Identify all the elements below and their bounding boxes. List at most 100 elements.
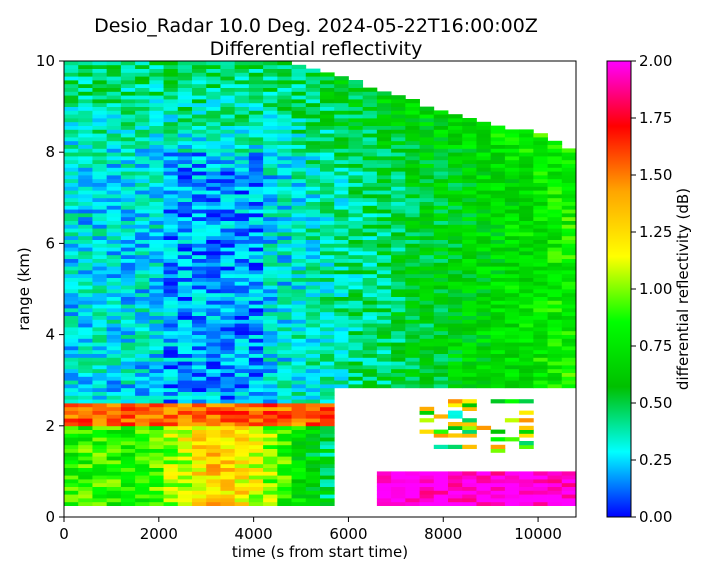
heatmap-cell — [120, 456, 136, 461]
heatmap-cell — [64, 178, 79, 183]
heatmap-cell — [547, 330, 563, 335]
heatmap-cell — [192, 323, 207, 328]
heatmap-cell — [391, 494, 406, 499]
heatmap-cell — [490, 232, 506, 237]
heatmap-cell — [376, 357, 392, 362]
heatmap-cell — [177, 118, 193, 123]
heatmap-cell — [391, 205, 406, 210]
heatmap-cell — [78, 452, 93, 457]
heatmap-cell — [561, 494, 576, 499]
heatmap-cell — [206, 277, 221, 282]
heatmap-cell — [163, 72, 179, 77]
heatmap-cell — [476, 167, 492, 172]
heatmap-cell — [348, 384, 364, 389]
heatmap-cell — [561, 353, 576, 358]
heatmap-cell — [149, 76, 164, 81]
heatmap-cell — [106, 463, 122, 468]
heatmap-cell — [206, 224, 221, 229]
heatmap-cell — [376, 110, 392, 115]
heatmap-cell — [519, 444, 534, 449]
heatmap-cell — [135, 243, 150, 248]
heatmap-cell — [120, 182, 136, 187]
heatmap-cell — [391, 194, 406, 199]
heatmap-cell — [533, 300, 548, 305]
heatmap-cell — [490, 148, 506, 153]
heatmap-cell — [320, 258, 335, 263]
heatmap-cell — [120, 201, 136, 206]
heatmap-cell — [120, 292, 136, 297]
heatmap-cell — [220, 99, 236, 104]
heatmap-cell — [177, 429, 193, 434]
heatmap-cell — [419, 190, 435, 195]
heatmap-cell — [120, 64, 136, 69]
heatmap-cell — [64, 72, 79, 77]
x-tick-label: 4000 — [235, 525, 273, 543]
heatmap-cell — [135, 247, 150, 252]
heatmap-cell — [192, 460, 207, 465]
heatmap-cell — [433, 281, 449, 286]
heatmap-cell — [163, 486, 179, 491]
heatmap-cell — [78, 125, 93, 130]
heatmap-cell — [220, 319, 236, 324]
heatmap-cell — [476, 479, 492, 484]
heatmap-cell — [92, 433, 108, 438]
heatmap-cell — [135, 414, 150, 419]
heatmap-cell — [391, 349, 406, 354]
colorbar-tick-label: 1.00 — [639, 280, 672, 298]
heatmap-cell — [92, 304, 108, 309]
heatmap-cell — [263, 281, 278, 286]
heatmap-cell — [92, 387, 108, 392]
heatmap-cell — [92, 232, 108, 237]
heatmap-cell — [519, 224, 534, 229]
heatmap-cell — [448, 178, 463, 183]
heatmap-cell — [64, 422, 79, 427]
heatmap-cell — [192, 384, 207, 389]
heatmap-cell — [433, 220, 449, 225]
heatmap-cell — [305, 171, 321, 176]
heatmap-cell — [220, 308, 236, 313]
heatmap-cell — [234, 194, 250, 199]
heatmap-cell — [277, 315, 292, 320]
heatmap-cell — [206, 197, 221, 202]
heatmap-cell — [64, 463, 79, 468]
heatmap-cell — [547, 209, 563, 214]
heatmap-cell — [64, 410, 79, 415]
heatmap-cell — [391, 342, 406, 347]
heatmap-cell — [405, 304, 420, 309]
heatmap-cell — [320, 334, 335, 339]
heatmap-cell — [391, 251, 406, 256]
heatmap-cell — [405, 285, 420, 290]
heatmap-cell — [519, 167, 534, 172]
heatmap-cell — [135, 121, 150, 126]
heatmap-cell — [547, 175, 563, 180]
heatmap-cell — [334, 209, 349, 214]
heatmap-cell — [419, 114, 435, 119]
heatmap-cell — [177, 201, 193, 206]
heatmap-cell — [78, 334, 93, 339]
heatmap-cell — [419, 251, 435, 256]
heatmap-cell — [220, 159, 236, 164]
heatmap-cell — [291, 235, 307, 240]
heatmap-cell — [391, 501, 406, 506]
heatmap-cell — [519, 156, 534, 161]
heatmap-cell — [305, 384, 321, 389]
heatmap-cell — [135, 239, 150, 244]
heatmap-cell — [504, 228, 520, 233]
heatmap-cell — [533, 209, 548, 214]
heatmap-cell — [547, 494, 563, 499]
heatmap-cell — [305, 163, 321, 168]
heatmap-cell — [320, 323, 335, 328]
heatmap-cell — [92, 121, 108, 126]
heatmap-cell — [561, 361, 576, 366]
heatmap-cell — [291, 289, 307, 294]
heatmap-cell — [149, 501, 164, 506]
heatmap-cell — [263, 395, 278, 400]
heatmap-cell — [419, 182, 435, 187]
heatmap-cell — [192, 190, 207, 195]
heatmap-cell — [248, 220, 264, 225]
heatmap-cell — [277, 296, 292, 301]
heatmap-cell — [220, 384, 236, 389]
heatmap-cell — [106, 391, 122, 396]
heatmap-cell — [462, 262, 477, 267]
heatmap-cell — [334, 372, 349, 377]
